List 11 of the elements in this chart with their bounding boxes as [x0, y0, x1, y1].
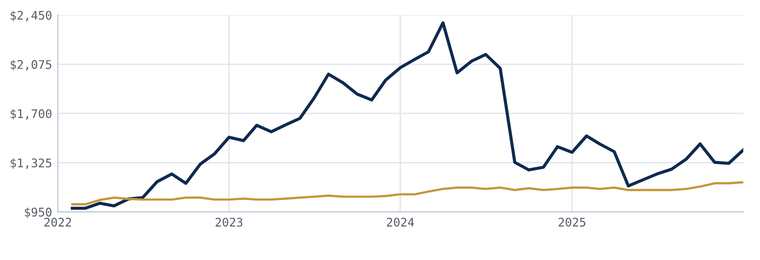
y-tick-label: $1,700	[10, 109, 52, 120]
y-tick-label: $950	[24, 207, 52, 218]
x-tick-label: 2025	[558, 218, 586, 227]
y-tick-label: $2,075	[10, 60, 52, 71]
y-tick-label: $2,450	[10, 10, 52, 22]
y-tick-label: $1,325	[10, 158, 52, 169]
line-series	[71, 181, 744, 206]
x-tick-label: 2023	[216, 218, 242, 227]
x-tick-label: 2022	[44, 218, 71, 227]
line-series	[70, 21, 744, 210]
x-tick-label: 2024	[386, 218, 414, 227]
